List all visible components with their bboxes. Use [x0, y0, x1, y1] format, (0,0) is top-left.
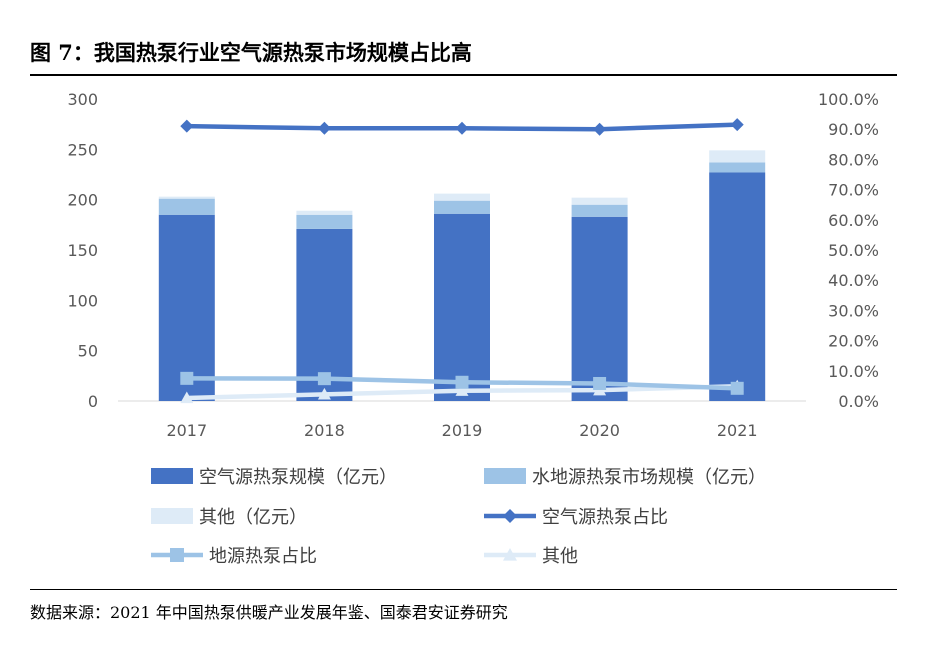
right-tick-label: 20.0%	[828, 332, 879, 351]
source-rule	[30, 589, 897, 590]
bar-水地源热泵市场规模亿元-2021	[709, 162, 766, 173]
point-地源热泵占比-2018	[317, 372, 331, 386]
point-其他-2017	[180, 391, 194, 404]
left-tick-label: 50	[78, 342, 98, 361]
bar-水地源热泵市场规模亿元-2019	[434, 200, 490, 214]
right-tick-label: 100.0%	[818, 90, 879, 109]
bar-水地源热泵市场规模亿元-2018	[296, 214, 353, 229]
right-tick-label: 80.0%	[828, 150, 879, 169]
right-tick-label: 50.0%	[828, 241, 879, 260]
right-tick-label: 30.0%	[828, 301, 879, 320]
legend-swatch	[151, 468, 193, 484]
left-tick-label: 100	[67, 291, 98, 310]
line-layer	[180, 118, 744, 404]
right-tick-label: 60.0%	[828, 211, 879, 230]
point-空气源热泵占比-2018	[317, 121, 331, 135]
left-tick-label: 0	[88, 392, 98, 411]
legend-item-地源热泵占比: 地源热泵占比	[151, 546, 317, 567]
point-空气源热泵占比-2020	[593, 122, 607, 136]
bar-水地源热泵市场规模亿元-2017	[158, 198, 215, 215]
legend-item-空气源热泵规模亿元: 空气源热泵规模（亿元）	[151, 467, 397, 488]
legend-marker	[503, 509, 517, 523]
left-tick-label: 200	[67, 191, 98, 210]
legend-item-水地源热泵市场规模亿元: 水地源热泵市场规模（亿元）	[484, 467, 766, 488]
legend-item-其他: 其他	[484, 546, 578, 567]
right-tick-label: 10.0%	[828, 362, 879, 381]
bar-其他亿元-2017	[158, 196, 215, 199]
legend-label: 空气源热泵占比	[542, 507, 668, 528]
legend-item-其他亿元: 其他（亿元）	[151, 507, 307, 528]
right-tick-label: 70.0%	[828, 181, 879, 200]
point-其他-2018	[317, 387, 331, 400]
bar-水地源热泵市场规模亿元-2020	[571, 204, 628, 217]
bar-空气源热泵规模亿元-2020	[571, 216, 628, 401]
point-空气源热泵占比-2019	[455, 121, 469, 135]
bar-其他亿元-2020	[571, 197, 628, 205]
left-tick-label: 150	[67, 241, 98, 260]
point-地源热泵占比-2021	[730, 381, 744, 395]
legend-swatch	[484, 468, 526, 484]
left-tick-label: 250	[67, 140, 98, 159]
right-axis-ticks: 0.0% 10.0% 20.0% 30.0% 40.0% 50.0% 60.0% 70.0% 8…	[818, 90, 879, 411]
right-tick-label: 40.0%	[828, 271, 879, 290]
bar-空气源热泵规模亿元-2021	[709, 172, 766, 401]
legend-label: 水地源热泵市场规模（亿元）	[532, 467, 766, 488]
x-tick-label: 2021	[717, 421, 758, 440]
bar-其他亿元-2019	[434, 193, 490, 201]
bar-空气源热泵规模亿元-2019	[434, 213, 490, 401]
legend-label: 空气源热泵规模（亿元）	[199, 467, 397, 488]
bar-空气源热泵规模亿元-2017	[158, 214, 215, 401]
point-空气源热泵占比-2021	[730, 118, 744, 132]
x-tick-label: 2018	[304, 421, 345, 440]
x-tick-label: 2019	[442, 421, 483, 440]
legend-label: 地源热泵占比	[209, 546, 317, 567]
legend: 空气源热泵规模（亿元） 水地源热泵市场规模（亿元） 其他（亿元） 空气源热泵占比地源热…	[151, 467, 766, 567]
figure-title: 图 7：我国热泵行业空气源热泵市场规模占比高	[30, 40, 472, 65]
source-note: 数据来源：2021 年中国热泵供暖产业发展年鉴、国泰君安证券研究	[30, 603, 508, 622]
point-其他-2019	[455, 384, 469, 396]
left-axis-ticks: 0 50 100 150 200 250 300	[67, 90, 98, 411]
legend-swatch	[151, 508, 193, 524]
bar-其他亿元-2018	[296, 210, 353, 215]
left-tick-label: 300	[67, 90, 98, 109]
legend-item-空气源热泵占比: 空气源热泵占比	[484, 507, 668, 528]
point-地源热泵占比-2019	[455, 375, 469, 389]
legend-marker	[170, 548, 184, 562]
x-axis-labels: 2017 2018 2019 2020 2021	[166, 421, 757, 440]
legend-marker	[503, 548, 517, 561]
right-tick-label: 0.0%	[838, 392, 879, 411]
right-tick-label: 90.0%	[828, 120, 879, 139]
point-地源热泵占比-2020	[593, 376, 607, 390]
point-地源热泵占比-2017	[180, 371, 194, 385]
bar-layer	[158, 150, 766, 401]
chart-area: 0 50 100 150 200 250 300 0.0% 10.0% 20.0% 30.0% 40…	[67, 90, 879, 567]
x-tick-label: 2020	[579, 421, 620, 440]
point-空气源热泵占比-2017	[180, 119, 194, 133]
title-rule	[30, 74, 897, 76]
legend-label: 其他（亿元）	[199, 507, 307, 528]
legend-label: 其他	[542, 546, 578, 567]
bar-其他亿元-2021	[709, 150, 766, 163]
x-tick-label: 2017	[166, 421, 207, 440]
